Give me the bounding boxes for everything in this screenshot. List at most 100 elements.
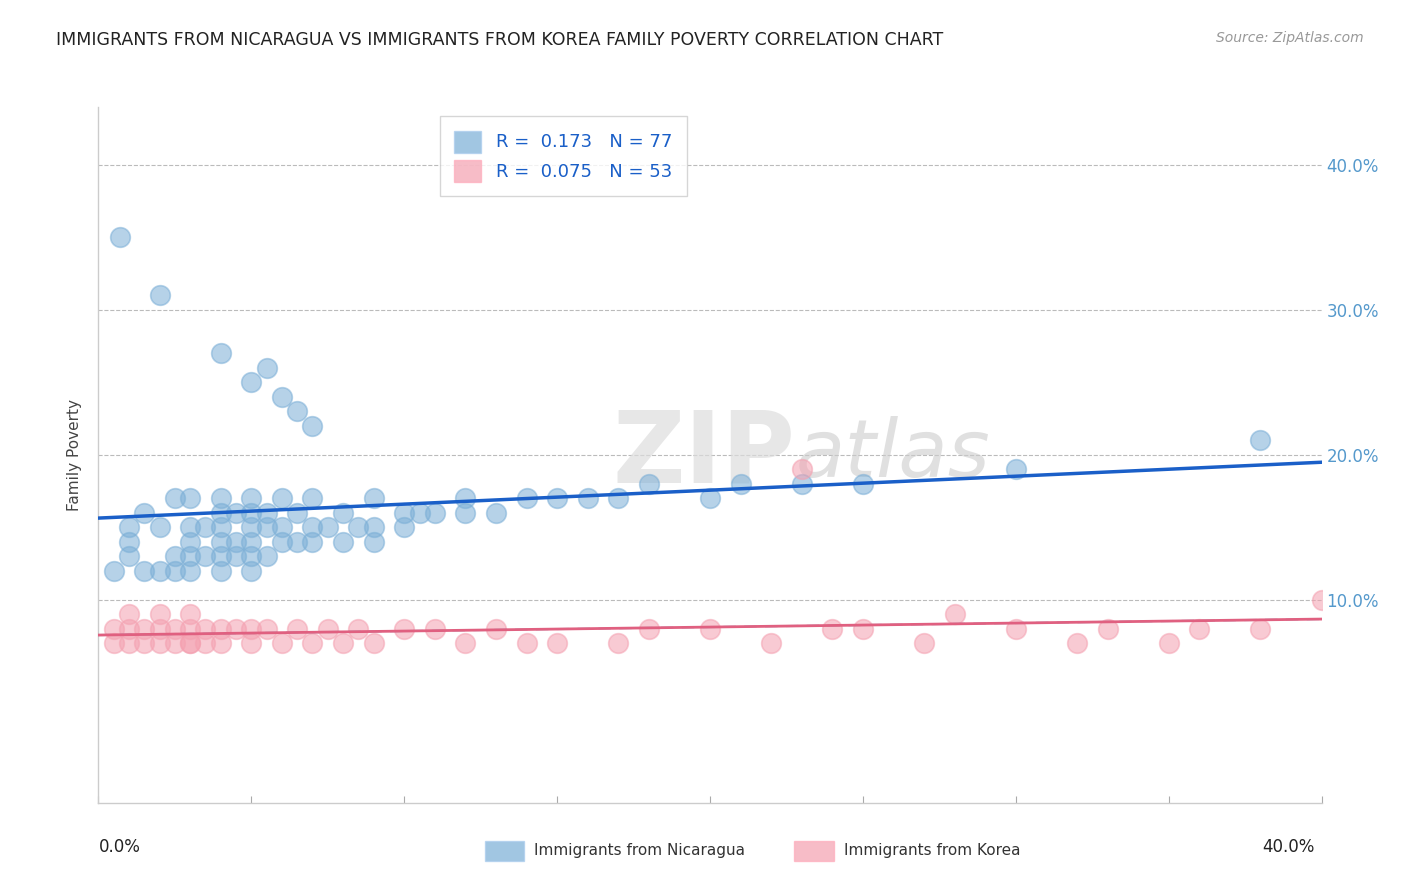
Point — [209, 346, 232, 360]
Point — [363, 520, 385, 534]
Point — [149, 520, 172, 534]
Text: Immigrants from Korea: Immigrants from Korea — [844, 844, 1021, 858]
Point — [179, 520, 201, 534]
Point — [363, 534, 385, 549]
Point — [163, 636, 186, 650]
Point — [759, 636, 782, 650]
Point — [256, 361, 278, 376]
Point — [332, 636, 354, 650]
Point — [454, 506, 477, 520]
Point — [1249, 622, 1271, 636]
Point — [209, 636, 232, 650]
Point — [699, 622, 721, 636]
Point — [225, 506, 247, 520]
Text: 0.0%: 0.0% — [98, 838, 141, 856]
Point — [240, 506, 263, 520]
Point — [163, 564, 186, 578]
Point — [240, 564, 263, 578]
Point — [118, 607, 141, 622]
Point — [149, 288, 172, 302]
Text: 40.0%: 40.0% — [1263, 838, 1315, 856]
Point — [270, 491, 292, 506]
Point — [134, 636, 156, 650]
Point — [209, 506, 232, 520]
Y-axis label: Family Poverty: Family Poverty — [67, 399, 83, 511]
Point — [1249, 434, 1271, 448]
Point — [576, 491, 599, 506]
Point — [301, 520, 323, 534]
Point — [149, 622, 172, 636]
Point — [270, 520, 292, 534]
Text: atlas: atlas — [796, 416, 990, 494]
Point — [943, 607, 966, 622]
Text: Immigrants from Nicaragua: Immigrants from Nicaragua — [534, 844, 745, 858]
Point — [149, 607, 172, 622]
Point — [103, 636, 125, 650]
Point — [637, 476, 661, 491]
Point — [163, 549, 186, 564]
Text: IMMIGRANTS FROM NICARAGUA VS IMMIGRANTS FROM KOREA FAMILY POVERTY CORRELATION CH: IMMIGRANTS FROM NICARAGUA VS IMMIGRANTS … — [56, 31, 943, 49]
Point — [194, 622, 217, 636]
Point — [209, 549, 232, 564]
Point — [240, 520, 263, 534]
Point — [363, 636, 385, 650]
Point — [1066, 636, 1088, 650]
Point — [301, 419, 323, 434]
Point — [179, 491, 201, 506]
Point — [108, 230, 131, 244]
Text: Source: ZipAtlas.com: Source: ZipAtlas.com — [1216, 31, 1364, 45]
Point — [285, 622, 308, 636]
Point — [118, 534, 141, 549]
Point — [301, 636, 323, 650]
Point — [607, 636, 630, 650]
Point — [285, 404, 308, 418]
Point — [1188, 622, 1211, 636]
Point — [316, 520, 339, 534]
Point — [179, 636, 201, 650]
Point — [118, 520, 141, 534]
Point — [485, 622, 508, 636]
Point — [194, 549, 217, 564]
Point — [347, 520, 370, 534]
Point — [240, 534, 263, 549]
Point — [546, 491, 568, 506]
Point — [256, 622, 278, 636]
Point — [240, 376, 263, 390]
Point — [240, 636, 263, 650]
Point — [225, 622, 247, 636]
Point — [316, 622, 339, 636]
Point — [179, 534, 201, 549]
Point — [285, 506, 308, 520]
Point — [134, 564, 156, 578]
Point — [392, 506, 416, 520]
Point — [454, 636, 477, 650]
Point — [699, 491, 721, 506]
Point — [256, 549, 278, 564]
Point — [1004, 622, 1026, 636]
Point — [194, 520, 217, 534]
Point — [163, 491, 186, 506]
Text: ZIP: ZIP — [612, 407, 794, 503]
Point — [852, 476, 875, 491]
Point — [179, 636, 201, 650]
Point — [301, 491, 323, 506]
Point — [912, 636, 935, 650]
Point — [790, 476, 813, 491]
Point — [1004, 462, 1026, 476]
Point — [1097, 622, 1119, 636]
Legend: R =  0.173   N = 77, R =  0.075   N = 53: R = 0.173 N = 77, R = 0.075 N = 53 — [440, 116, 686, 196]
Point — [179, 549, 201, 564]
Point — [270, 534, 292, 549]
Point — [301, 534, 323, 549]
Point — [179, 564, 201, 578]
Point — [194, 636, 217, 650]
Point — [790, 462, 813, 476]
Point — [332, 534, 354, 549]
Point — [209, 520, 232, 534]
Point — [363, 491, 385, 506]
Point — [516, 636, 538, 650]
Point — [516, 491, 538, 506]
Point — [1157, 636, 1180, 650]
Point — [163, 622, 186, 636]
Point — [240, 491, 263, 506]
